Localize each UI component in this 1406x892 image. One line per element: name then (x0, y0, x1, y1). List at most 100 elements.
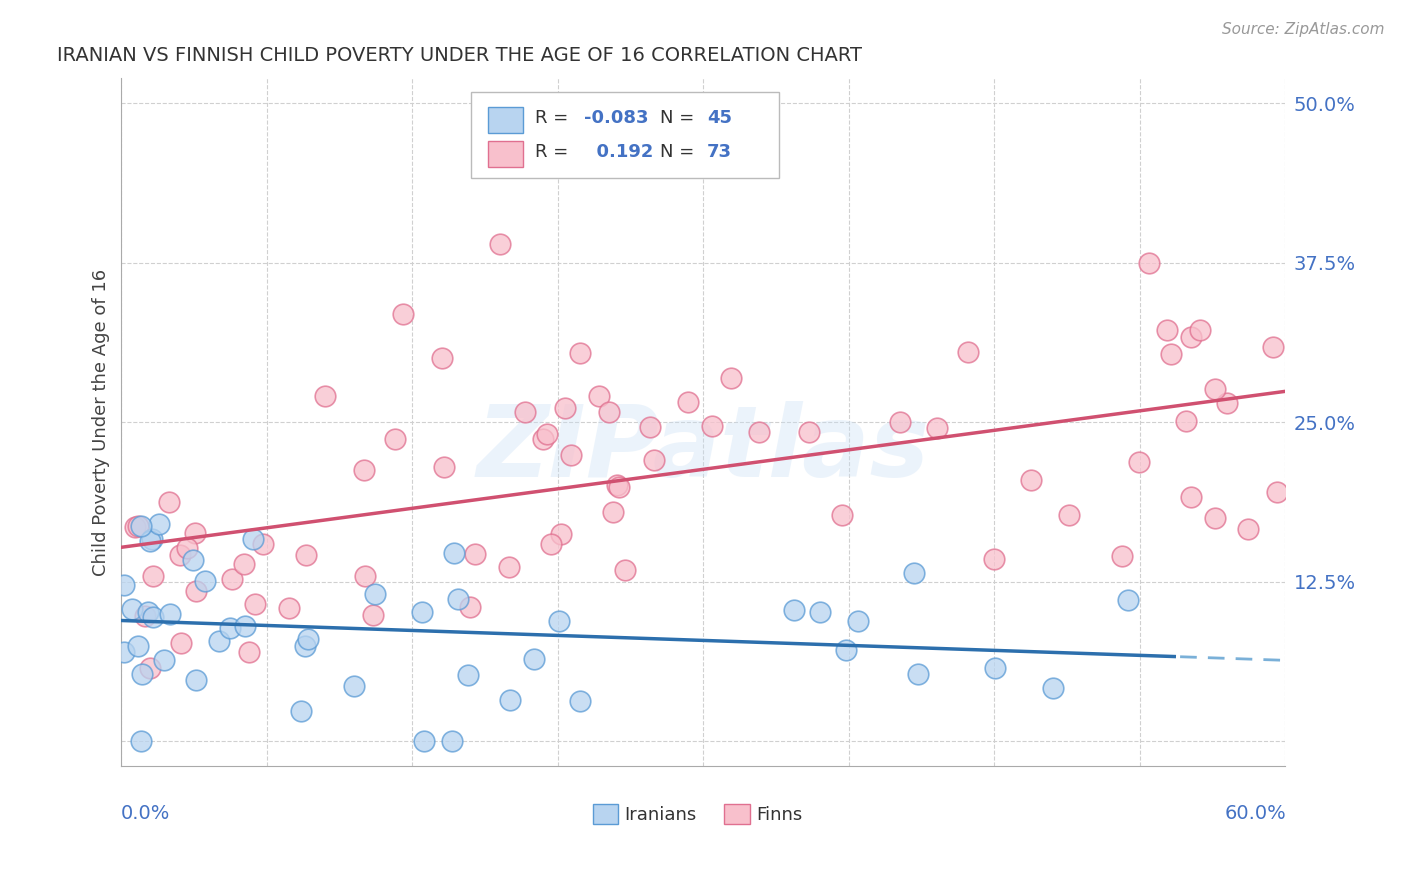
Point (1139, 256, 1161, 270)
Point (1236, 522, 1258, 536)
Point (700, 419, 723, 434)
Point (184, 525, 207, 540)
Point (138, 661, 160, 675)
Point (353, 463, 375, 477)
Point (243, 598, 266, 612)
Text: 73: 73 (707, 144, 733, 161)
Point (1265, 485, 1288, 500)
Point (569, 345, 592, 359)
Point (138, 533, 160, 548)
Point (129, 734, 152, 748)
Text: Iranians: Iranians (624, 805, 696, 823)
Point (184, 673, 207, 687)
Point (295, 548, 318, 562)
Point (1189, 323, 1212, 337)
Point (235, 619, 257, 633)
Point (141, 532, 163, 546)
Text: R =: R = (534, 144, 574, 161)
Point (550, 527, 572, 541)
Point (159, 607, 181, 622)
Point (238, 645, 260, 659)
Point (488, 236, 510, 251)
Point (531, 432, 554, 446)
FancyBboxPatch shape (593, 805, 619, 823)
Text: Source: ZipAtlas.com: Source: ZipAtlas.com (1222, 22, 1385, 37)
Point (294, 639, 316, 653)
Point (1116, 592, 1139, 607)
Point (233, 558, 256, 572)
Point (457, 668, 479, 682)
Point (523, 652, 546, 666)
Point (353, 569, 375, 583)
Point (176, 541, 198, 556)
Point (127, 639, 149, 653)
Point (536, 427, 558, 442)
Point (548, 614, 571, 628)
FancyBboxPatch shape (724, 805, 749, 823)
Point (1180, 490, 1202, 504)
Point (569, 694, 592, 708)
Point (1111, 549, 1133, 563)
Point (588, 389, 610, 403)
Point (1019, 474, 1042, 488)
Point (846, 614, 869, 628)
Point (153, 653, 176, 667)
Point (412, 734, 434, 748)
Point (560, 448, 582, 462)
Point (889, 415, 911, 429)
Point (797, 425, 820, 439)
Point (184, 584, 207, 599)
Text: 60.0%: 60.0% (1225, 805, 1286, 823)
Point (290, 704, 312, 718)
Point (783, 603, 806, 617)
Point (194, 574, 217, 589)
Point (443, 545, 465, 559)
Point (903, 566, 925, 580)
Point (748, 425, 770, 440)
Point (609, 480, 631, 494)
Point (361, 608, 384, 623)
Point (1128, 455, 1150, 469)
Text: IRANIAN VS FINNISH CHILD POVERTY UNDER THE AGE OF 16 CORRELATION CHART: IRANIAN VS FINNISH CHILD POVERTY UNDER T… (58, 46, 862, 65)
Point (183, 552, 205, 566)
Point (498, 560, 520, 574)
Point (606, 477, 628, 491)
Point (1057, 508, 1080, 522)
Point (411, 605, 433, 619)
Point (314, 389, 336, 403)
Point (1204, 510, 1226, 524)
Text: Finns: Finns (756, 805, 801, 823)
Point (127, 519, 149, 533)
Point (598, 405, 620, 419)
Point (124, 520, 146, 534)
Point (343, 679, 366, 693)
Point (121, 602, 143, 616)
Point (447, 591, 470, 606)
Point (157, 495, 180, 509)
Point (984, 660, 1007, 674)
Point (956, 345, 979, 359)
Point (221, 572, 243, 586)
Text: R =: R = (534, 109, 574, 127)
FancyBboxPatch shape (488, 141, 523, 168)
FancyBboxPatch shape (471, 92, 779, 178)
Point (208, 633, 231, 648)
Text: 0.0%: 0.0% (121, 805, 170, 823)
Point (384, 432, 406, 446)
Point (440, 734, 463, 748)
Text: N =: N = (661, 109, 700, 127)
Point (678, 394, 700, 409)
Point (983, 551, 1005, 566)
Point (142, 610, 165, 624)
Text: 0.192: 0.192 (583, 144, 652, 161)
Point (1204, 382, 1226, 396)
Point (142, 568, 165, 582)
Point (169, 548, 191, 562)
Point (1216, 396, 1239, 410)
Point (1261, 340, 1284, 354)
Point (1180, 330, 1202, 344)
Point (464, 547, 486, 561)
Point (554, 401, 576, 416)
Point (131, 666, 153, 681)
Point (643, 452, 665, 467)
